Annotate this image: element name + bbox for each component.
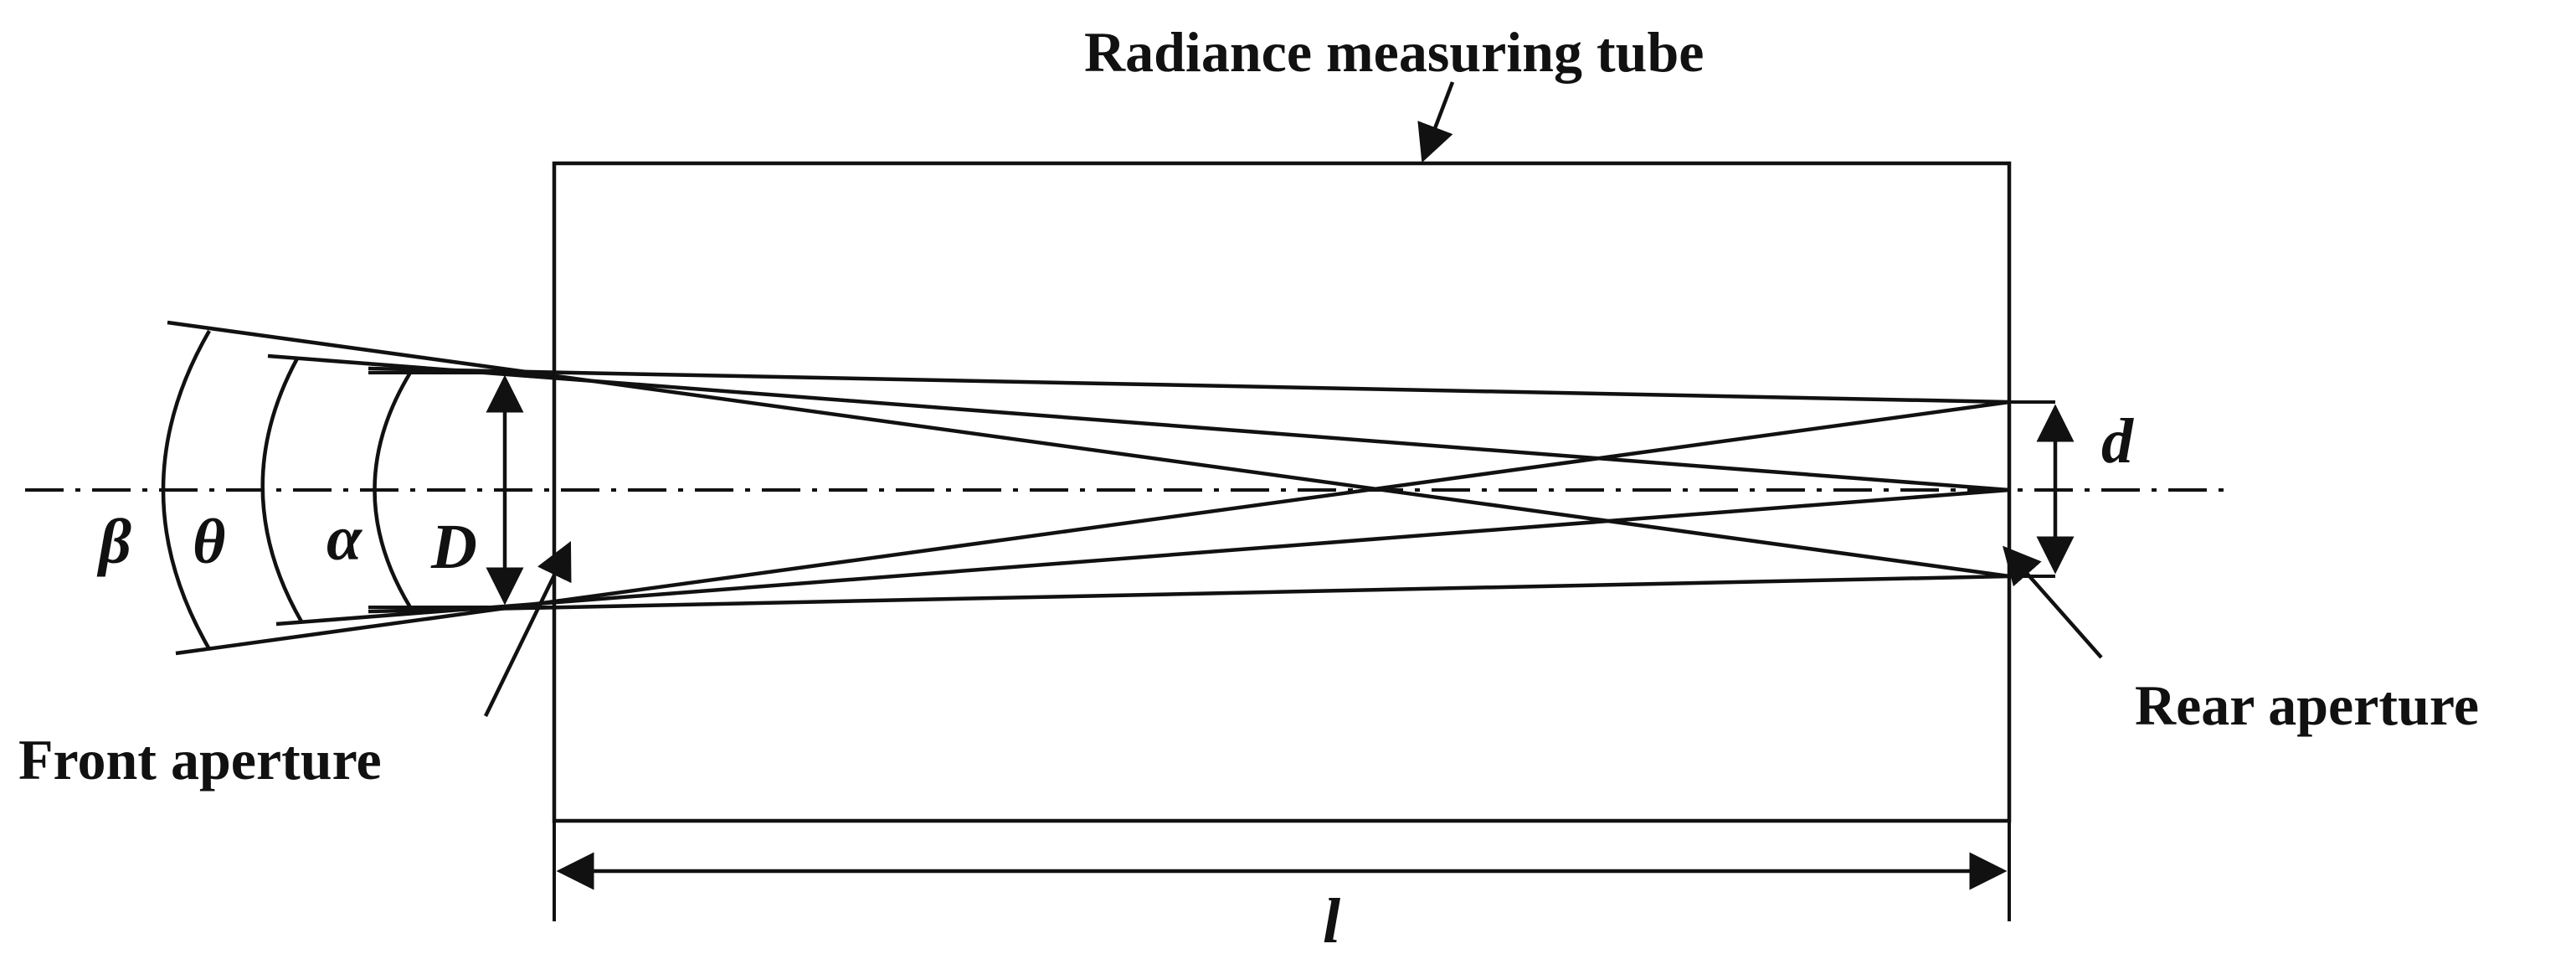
arc-theta	[260, 357, 303, 623]
ray-alpha-lower	[368, 574, 2010, 614]
ray-alpha-upper	[368, 366, 2010, 405]
alpha-label: α	[326, 503, 363, 574]
length-label: l	[1323, 886, 1340, 954]
ray-theta-lower	[275, 487, 2010, 627]
rear-aperture-leader-arrow	[2003, 545, 2103, 659]
rear-aperture-label: Rear aperture	[2135, 673, 2479, 737]
arc-beta	[161, 329, 211, 651]
rear-diameter-label: d	[2101, 406, 2134, 477]
arc-alpha	[373, 371, 412, 609]
ray-beta-lower	[175, 400, 2010, 656]
ray-theta-upper	[267, 353, 2010, 492]
front-aperture-leader-arrow	[483, 540, 572, 717]
front-diameter-label: D	[430, 512, 477, 582]
ray-beta-upper	[167, 320, 2010, 579]
measuring-tube-body	[552, 161, 2012, 823]
front-aperture-label: Front aperture	[18, 728, 382, 792]
theta-label: θ	[193, 507, 225, 577]
tube-title-label: Radiance measuring tube	[1084, 20, 1704, 84]
tube-leader-arrow	[1417, 81, 1455, 163]
beta-label: β	[96, 507, 131, 577]
